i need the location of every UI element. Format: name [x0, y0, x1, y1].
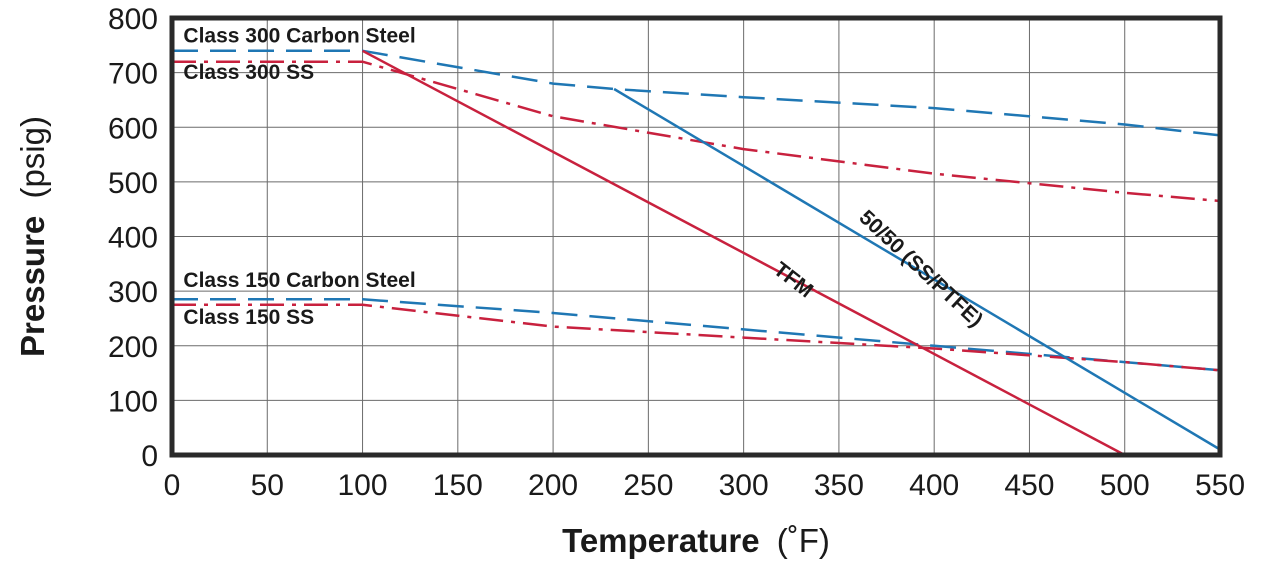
y-tick-label: 800 [108, 3, 158, 36]
series-line-class-150-carbon-steel [172, 298, 1221, 372]
x-tick-label: 550 [1195, 469, 1245, 502]
x-tick-label: 500 [1100, 469, 1150, 502]
x-tick-label: 350 [814, 469, 864, 502]
x-axis-title-unit: (˚F) [777, 522, 830, 559]
y-axis-title-main: Pressure [14, 216, 51, 357]
x-tick-label: 250 [623, 469, 673, 502]
y-tick-label: 700 [108, 58, 158, 91]
series-label: Class 150 SS [183, 306, 314, 329]
x-tick-label: 100 [338, 469, 388, 502]
x-tick-label: 50 [251, 469, 284, 502]
series-label: Class 150 Carbon Steel [183, 269, 415, 292]
series-line-tfm [361, 49, 1126, 457]
series-annotations: Class 300 Carbon Steel Class 300 SS Class … [183, 25, 987, 332]
y-axis-title-unit: (psig) [14, 116, 51, 199]
grid [171, 17, 1221, 456]
series-label: 50/50 (SS/PTFE) [855, 206, 988, 332]
y-tick-label: 400 [108, 222, 158, 255]
x-tick-label: 400 [909, 469, 959, 502]
x-tick-label: 200 [528, 469, 578, 502]
series-line-class-300-ss [172, 60, 1221, 203]
series-line-class-300-carbon-steel [172, 49, 1221, 137]
y-tick-label: 600 [108, 112, 158, 145]
y-tick-label: 500 [108, 167, 158, 200]
x-axis-title-main: Temperature [562, 522, 759, 559]
x-tick-label: 450 [1004, 469, 1054, 502]
series-line-50-50-ss-ptfe [613, 87, 1221, 451]
x-tick-label: 300 [719, 469, 769, 502]
x-tick-label: 0 [164, 469, 181, 502]
series-line-class-150-ss [172, 303, 1221, 372]
x-tick-label: 150 [433, 469, 483, 502]
plot-frame [169, 15, 1223, 458]
series-label: TFM [769, 258, 817, 303]
y-tick-label: 0 [141, 440, 158, 473]
y-tick-label: 100 [108, 385, 158, 418]
series-lines [172, 49, 1221, 457]
y-tick-label: 200 [108, 331, 158, 364]
x-axis-title: Temperature (˚F) [562, 522, 830, 559]
tick-labels: 0 50 100 150 200 250 300 350 400 450 500 550 0 100 200… [108, 3, 1245, 502]
series-label: Class 300 SS [183, 61, 314, 84]
y-axis-title: Pressure (psig) [14, 116, 51, 357]
y-tick-label: 300 [108, 276, 158, 309]
series-label: Class 300 Carbon Steel [183, 25, 415, 48]
